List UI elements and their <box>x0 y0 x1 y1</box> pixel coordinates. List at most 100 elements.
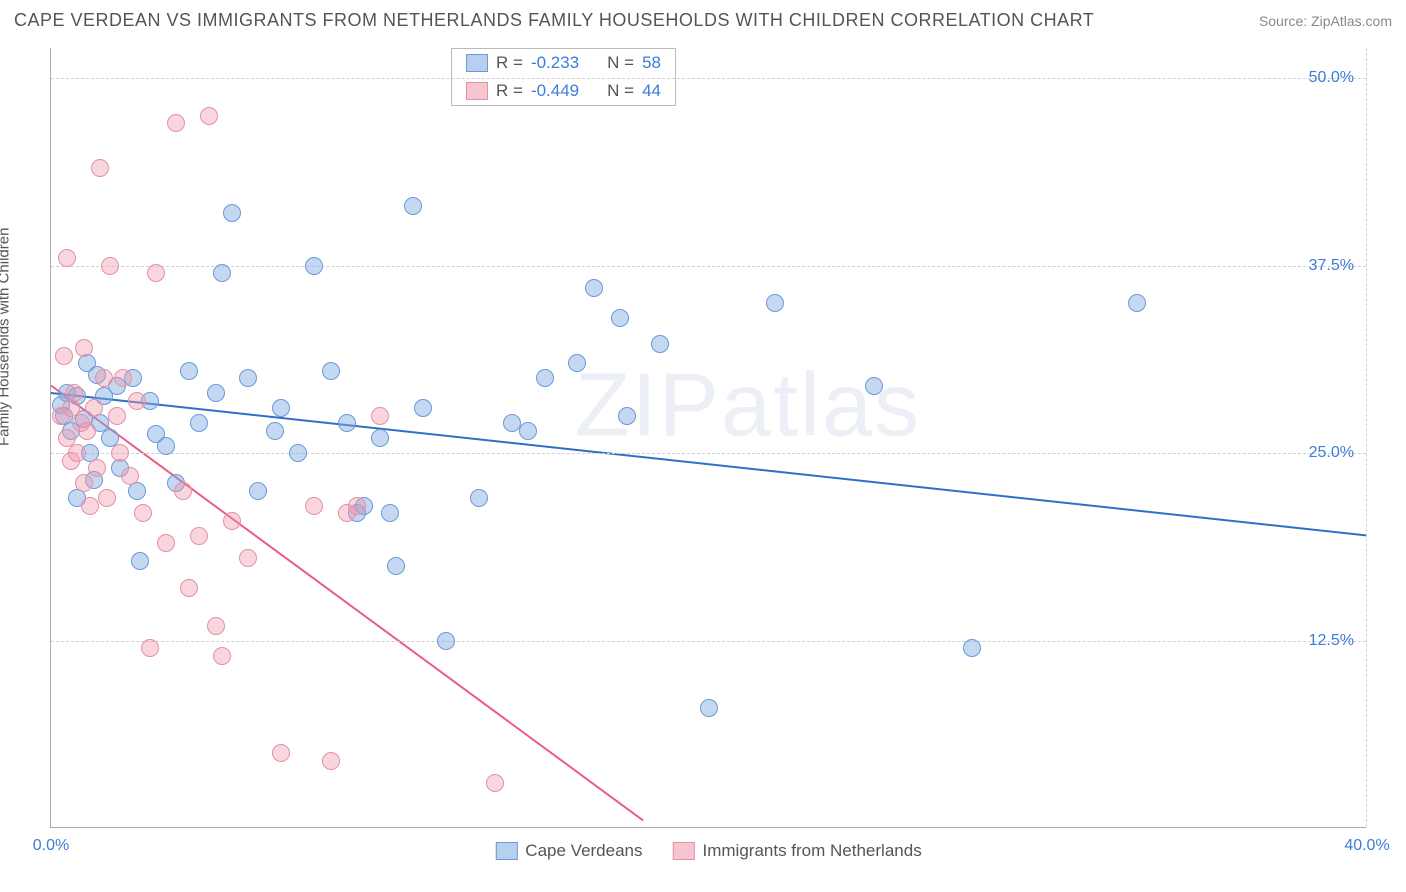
scatter-point-blue <box>585 279 603 297</box>
scatter-point-blue <box>239 369 257 387</box>
scatter-point-blue <box>618 407 636 425</box>
yaxis-title: Family Households with Children <box>0 228 13 446</box>
stats-row-blue: R = -0.233 N = 58 <box>452 49 675 77</box>
r-label: R = <box>496 81 523 101</box>
scatter-point-pink <box>157 534 175 552</box>
trendline-blue <box>51 393 1367 536</box>
scatter-point-pink <box>108 407 126 425</box>
stats-legend-box: R = -0.233 N = 58 R = -0.449 N = 44 <box>451 48 676 106</box>
scatter-point-blue <box>266 422 284 440</box>
scatter-point-blue <box>338 414 356 432</box>
legend-label-pink: Immigrants from Netherlands <box>703 841 922 861</box>
scatter-point-blue <box>414 399 432 417</box>
gridline-h <box>51 641 1366 642</box>
r-value-blue: -0.233 <box>531 53 579 73</box>
scatter-point-blue <box>249 482 267 500</box>
scatter-point-blue <box>470 489 488 507</box>
scatter-point-blue <box>371 429 389 447</box>
scatter-point-pink <box>174 482 192 500</box>
scatter-point-blue <box>611 309 629 327</box>
scatter-point-pink <box>141 639 159 657</box>
r-value-pink: -0.449 <box>531 81 579 101</box>
scatter-point-blue <box>1128 294 1146 312</box>
xtick-label: 0.0% <box>33 837 69 855</box>
scatter-point-blue <box>437 632 455 650</box>
scatter-point-pink <box>147 264 165 282</box>
scatter-point-pink <box>223 512 241 530</box>
scatter-point-blue <box>651 335 669 353</box>
scatter-point-blue <box>272 399 290 417</box>
scatter-point-blue <box>865 377 883 395</box>
r-label: R = <box>496 53 523 73</box>
scatter-point-pink <box>98 489 116 507</box>
scatter-point-blue <box>207 384 225 402</box>
ytick-label: 25.0% <box>1309 444 1354 462</box>
scatter-point-pink <box>200 107 218 125</box>
scatter-point-pink <box>81 497 99 515</box>
n-value-blue: 58 <box>642 53 661 73</box>
scatter-point-pink <box>121 467 139 485</box>
n-value-pink: 44 <box>642 81 661 101</box>
trendline-pink <box>51 386 643 821</box>
scatter-point-blue <box>190 414 208 432</box>
scatter-point-blue <box>213 264 231 282</box>
scatter-point-blue <box>387 557 405 575</box>
scatter-point-pink <box>95 369 113 387</box>
chart-source: Source: ZipAtlas.com <box>1259 13 1392 29</box>
scatter-point-pink <box>486 774 504 792</box>
xtick-label: 40.0% <box>1344 837 1389 855</box>
scatter-plot-area: ZIPatlas R = -0.233 N = 58 R = -0.449 N … <box>50 48 1366 828</box>
scatter-point-blue <box>536 369 554 387</box>
scatter-point-pink <box>128 392 146 410</box>
gridline-h <box>51 78 1366 79</box>
scatter-point-pink <box>348 497 366 515</box>
scatter-point-pink <box>305 497 323 515</box>
scatter-point-blue <box>519 422 537 440</box>
bottom-legend: Cape Verdeans Immigrants from Netherland… <box>495 841 921 861</box>
scatter-point-blue <box>131 552 149 570</box>
scatter-point-pink <box>272 744 290 762</box>
scatter-point-blue <box>322 362 340 380</box>
scatter-point-pink <box>91 159 109 177</box>
n-label: N = <box>607 81 634 101</box>
scatter-point-pink <box>85 399 103 417</box>
scatter-point-blue <box>223 204 241 222</box>
chart-header: CAPE VERDEAN VS IMMIGRANTS FROM NETHERLA… <box>14 10 1392 31</box>
scatter-point-blue <box>305 257 323 275</box>
scatter-point-pink <box>88 459 106 477</box>
swatch-pink <box>673 842 695 860</box>
legend-label-blue: Cape Verdeans <box>525 841 642 861</box>
scatter-point-pink <box>213 647 231 665</box>
scatter-point-pink <box>114 369 132 387</box>
stats-row-pink: R = -0.449 N = 44 <box>452 77 675 105</box>
scatter-point-blue <box>503 414 521 432</box>
scatter-point-blue <box>700 699 718 717</box>
scatter-point-pink <box>78 422 96 440</box>
scatter-point-pink <box>134 504 152 522</box>
gridline-h <box>51 453 1366 454</box>
scatter-point-pink <box>322 752 340 770</box>
n-label: N = <box>607 53 634 73</box>
scatter-point-pink <box>207 617 225 635</box>
ytick-label: 37.5% <box>1309 257 1354 275</box>
scatter-point-pink <box>55 347 73 365</box>
scatter-point-blue <box>289 444 307 462</box>
ytick-label: 50.0% <box>1309 69 1354 87</box>
scatter-point-blue <box>404 197 422 215</box>
swatch-pink <box>466 82 488 100</box>
scatter-point-pink <box>190 527 208 545</box>
gridline-v <box>1366 48 1367 827</box>
scatter-point-pink <box>167 114 185 132</box>
scatter-point-pink <box>111 444 129 462</box>
scatter-point-blue <box>381 504 399 522</box>
chart-title: CAPE VERDEAN VS IMMIGRANTS FROM NETHERLA… <box>14 10 1094 31</box>
scatter-point-blue <box>568 354 586 372</box>
watermark-text: ZIP <box>575 356 721 456</box>
legend-item-pink: Immigrants from Netherlands <box>673 841 922 861</box>
scatter-point-blue <box>766 294 784 312</box>
scatter-point-pink <box>68 444 86 462</box>
scatter-point-pink <box>239 549 257 567</box>
gridline-h <box>51 266 1366 267</box>
swatch-blue <box>495 842 517 860</box>
scatter-point-pink <box>180 579 198 597</box>
